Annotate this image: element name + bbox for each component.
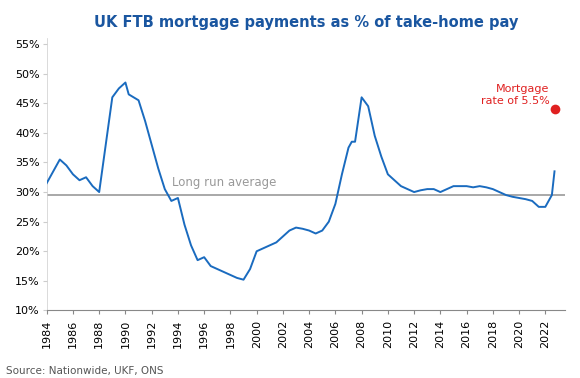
Text: Long run average: Long run average <box>172 176 276 189</box>
Text: Mortgage
rate of 5.5%: Mortgage rate of 5.5% <box>480 84 549 106</box>
Text: Source: Nationwide, UKF, ONS: Source: Nationwide, UKF, ONS <box>6 366 164 376</box>
Title: UK FTB mortgage payments as % of take-home pay: UK FTB mortgage payments as % of take-ho… <box>93 15 518 30</box>
